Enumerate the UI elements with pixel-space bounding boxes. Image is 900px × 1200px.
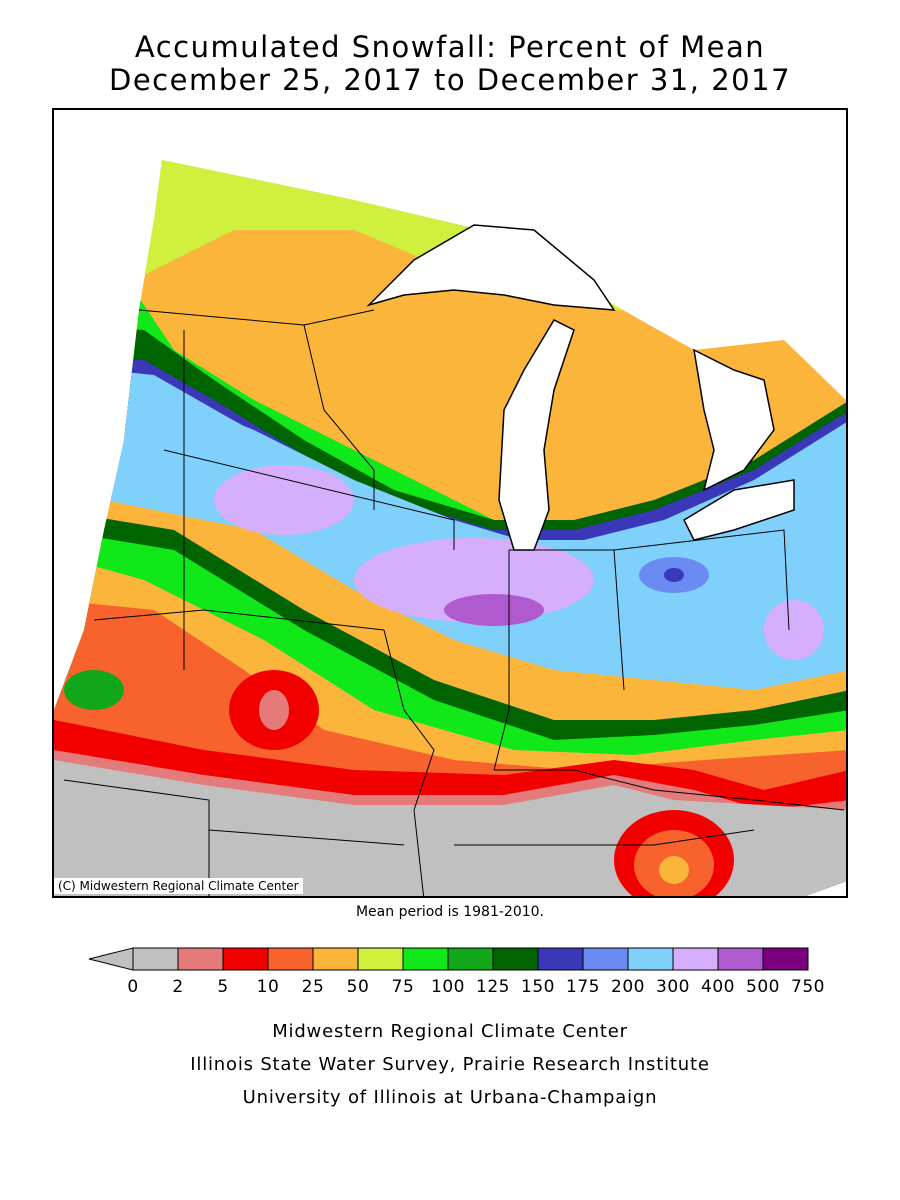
legend-tick-label: 10 xyxy=(256,977,280,997)
footer-line1: Midwestern Regional Climate Center xyxy=(272,1021,628,1042)
mean-period-note: Mean period is 1981-2010. xyxy=(355,904,545,920)
legend-tick-label: 400 xyxy=(701,977,735,997)
snowfall-map xyxy=(52,108,848,898)
legend-bin xyxy=(312,947,359,971)
legend-tick-label: 50 xyxy=(346,977,370,997)
legend-bin xyxy=(537,947,584,971)
legend-tick-label: 300 xyxy=(656,977,690,997)
legend-tick-label: 150 xyxy=(521,977,555,997)
legend-tick-label: 200 xyxy=(611,977,645,997)
state-boundaries xyxy=(63,309,845,896)
legend-tick-label: 0 xyxy=(127,977,139,997)
legend-bin xyxy=(762,947,809,971)
legend-bin xyxy=(717,947,764,971)
legend-bin xyxy=(177,947,224,971)
map-credit: (C) Midwestern Regional Climate Center xyxy=(54,878,303,894)
legend-tick-label: 25 xyxy=(301,977,325,997)
footer-line2: Illinois State Water Survey, Prairie Res… xyxy=(190,1054,710,1075)
legend-bin xyxy=(447,947,494,971)
map-title-line2: December 25, 2017 to December 31, 2017 xyxy=(108,63,792,97)
legend-tick-label: 125 xyxy=(476,977,510,997)
color-legend xyxy=(88,947,809,971)
legend-bin xyxy=(132,947,179,971)
legend-tick-label: 500 xyxy=(746,977,780,997)
legend-bin xyxy=(357,947,404,971)
legend-tick-label: 750 xyxy=(791,977,825,997)
legend-tick-label: 75 xyxy=(391,977,415,997)
map-canvas xyxy=(54,160,846,896)
legend-bin xyxy=(222,947,269,971)
map-title-line1: Accumulated Snowfall: Percent of Mean xyxy=(134,30,766,64)
legend-arrow xyxy=(88,947,134,971)
legend-bin xyxy=(582,947,629,971)
legend-bin xyxy=(402,947,449,971)
legend-bin xyxy=(672,947,719,971)
legend-bins xyxy=(88,947,809,971)
legend-bin xyxy=(267,947,314,971)
legend-bin xyxy=(492,947,539,971)
legend-tick-label: 175 xyxy=(566,977,600,997)
legend-tick-label: 5 xyxy=(217,977,229,997)
great-lakes xyxy=(366,224,795,551)
legend-tick-label: 100 xyxy=(431,977,465,997)
footer-line3: University of Illinois at Urbana-Champai… xyxy=(242,1087,658,1108)
legend-bin xyxy=(627,947,674,971)
legend-tick-label: 2 xyxy=(172,977,184,997)
